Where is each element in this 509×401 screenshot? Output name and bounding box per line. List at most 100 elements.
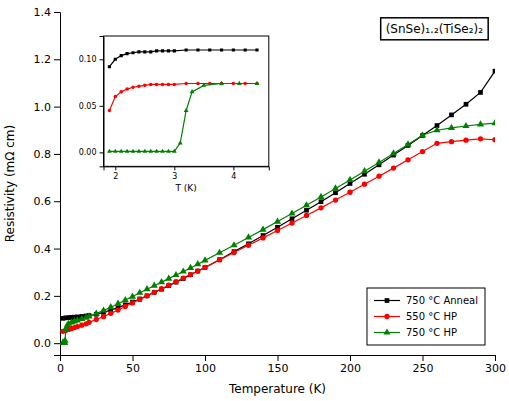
series-marker bbox=[346, 176, 353, 182]
inset-x-axis: 234 bbox=[104, 166, 269, 181]
series-marker bbox=[159, 286, 164, 291]
inset-series-marker bbox=[255, 81, 260, 85]
series-marker bbox=[93, 309, 100, 315]
series-marker bbox=[260, 235, 265, 240]
y-tick: 0.0 bbox=[34, 337, 61, 350]
y-tick-label: 1.4 bbox=[34, 6, 52, 19]
inset-series-marker bbox=[161, 83, 165, 87]
x-tick-mark bbox=[133, 355, 134, 361]
series-marker bbox=[463, 138, 468, 143]
series-marker bbox=[449, 113, 454, 118]
inset-series-marker bbox=[155, 83, 159, 87]
series-marker bbox=[333, 197, 338, 202]
series-marker bbox=[405, 157, 410, 162]
y-tick-mark bbox=[54, 343, 60, 344]
series-marker bbox=[195, 268, 200, 273]
series-marker bbox=[491, 119, 495, 125]
series-marker bbox=[94, 317, 99, 322]
inset-series-marker bbox=[160, 149, 165, 153]
x-tick-label: 200 bbox=[340, 362, 361, 375]
legend-marker bbox=[384, 314, 389, 319]
inset-series-marker bbox=[108, 65, 111, 68]
inset-series-marker bbox=[149, 50, 152, 53]
series-marker bbox=[181, 276, 186, 281]
y-tick-label: 0.2 bbox=[34, 290, 52, 303]
series-marker bbox=[274, 217, 281, 223]
x-axis-line bbox=[61, 356, 496, 362]
y-tick: 0.6 bbox=[34, 195, 61, 208]
series-marker bbox=[434, 141, 439, 146]
x-tick: 0 bbox=[57, 355, 64, 375]
inset-x-tick-mark bbox=[233, 166, 234, 170]
series-marker bbox=[304, 208, 309, 213]
series-marker bbox=[259, 226, 266, 232]
series-marker bbox=[158, 278, 165, 284]
inset-series-marker bbox=[167, 49, 170, 52]
x-tick-label: 0 bbox=[57, 362, 64, 375]
series-marker bbox=[216, 249, 223, 255]
series-marker bbox=[101, 314, 106, 319]
series-marker bbox=[159, 287, 164, 292]
inset-series-marker bbox=[114, 58, 117, 61]
inset-series-marker bbox=[167, 83, 171, 87]
legend-marker bbox=[385, 298, 390, 303]
series-marker bbox=[492, 137, 495, 142]
inset-series-marker bbox=[125, 149, 130, 153]
inset-x-tick-mark bbox=[174, 166, 175, 170]
series-marker bbox=[288, 209, 295, 215]
series-marker bbox=[318, 205, 323, 210]
series-marker bbox=[493, 69, 495, 74]
series-marker bbox=[137, 297, 142, 302]
inset-y-tick-mark bbox=[100, 59, 104, 60]
series-marker bbox=[108, 311, 113, 316]
inset-series-marker bbox=[131, 85, 135, 89]
series-marker bbox=[62, 337, 69, 343]
y-tick-mark bbox=[54, 249, 60, 250]
legend-label: 750 °C Anneal bbox=[406, 295, 478, 306]
annotation-box: (SnSe)₁.₂(TiSe₂)₂ bbox=[381, 18, 488, 40]
x-tick: 300 bbox=[485, 355, 506, 375]
series-marker bbox=[129, 292, 136, 298]
series-marker bbox=[449, 139, 454, 144]
series-marker bbox=[231, 250, 236, 255]
series-marker bbox=[404, 140, 411, 146]
y-tick-mark bbox=[54, 201, 60, 202]
series-marker bbox=[217, 257, 222, 262]
series-marker bbox=[230, 241, 237, 247]
series-marker bbox=[275, 228, 280, 233]
y-tick-mark bbox=[54, 59, 60, 60]
series-marker bbox=[194, 260, 201, 266]
series-marker bbox=[187, 264, 194, 270]
x-tick: 50 bbox=[126, 355, 140, 375]
y-tick: 0.4 bbox=[34, 243, 61, 256]
series-marker bbox=[85, 312, 92, 318]
inset-series-marker bbox=[119, 149, 124, 153]
inset: 2340.000.050.10T (K) bbox=[79, 36, 270, 193]
y-axis-line bbox=[54, 13, 61, 356]
inset-series-marker bbox=[184, 82, 188, 86]
series-marker bbox=[152, 290, 157, 295]
series-marker bbox=[464, 102, 469, 107]
inset-series-line bbox=[109, 83, 257, 110]
inset-series-marker bbox=[178, 140, 183, 144]
inset-y-tick-mark bbox=[100, 152, 104, 153]
y-tick: 0.2 bbox=[34, 290, 61, 303]
series-marker bbox=[202, 265, 207, 270]
y-tick-mark bbox=[54, 107, 60, 108]
x-tick-label: 100 bbox=[195, 362, 216, 375]
series-marker bbox=[333, 190, 338, 195]
series-marker bbox=[136, 289, 143, 295]
x-tick-label: 50 bbox=[126, 362, 140, 375]
inset-series-marker bbox=[184, 108, 189, 112]
legend-label: 550 °C HP bbox=[406, 311, 457, 322]
series-marker bbox=[115, 307, 120, 312]
inset-series-marker bbox=[126, 52, 129, 55]
x-tick-label: 300 bbox=[485, 362, 506, 375]
y-tick-label: 1.0 bbox=[34, 101, 52, 114]
series-marker bbox=[375, 158, 382, 164]
inset-series-marker bbox=[143, 50, 146, 53]
inset-background bbox=[104, 36, 269, 166]
series-marker bbox=[181, 275, 186, 280]
x-axis-title: Temperature (K) bbox=[228, 382, 326, 396]
inset-series-marker bbox=[220, 82, 224, 86]
